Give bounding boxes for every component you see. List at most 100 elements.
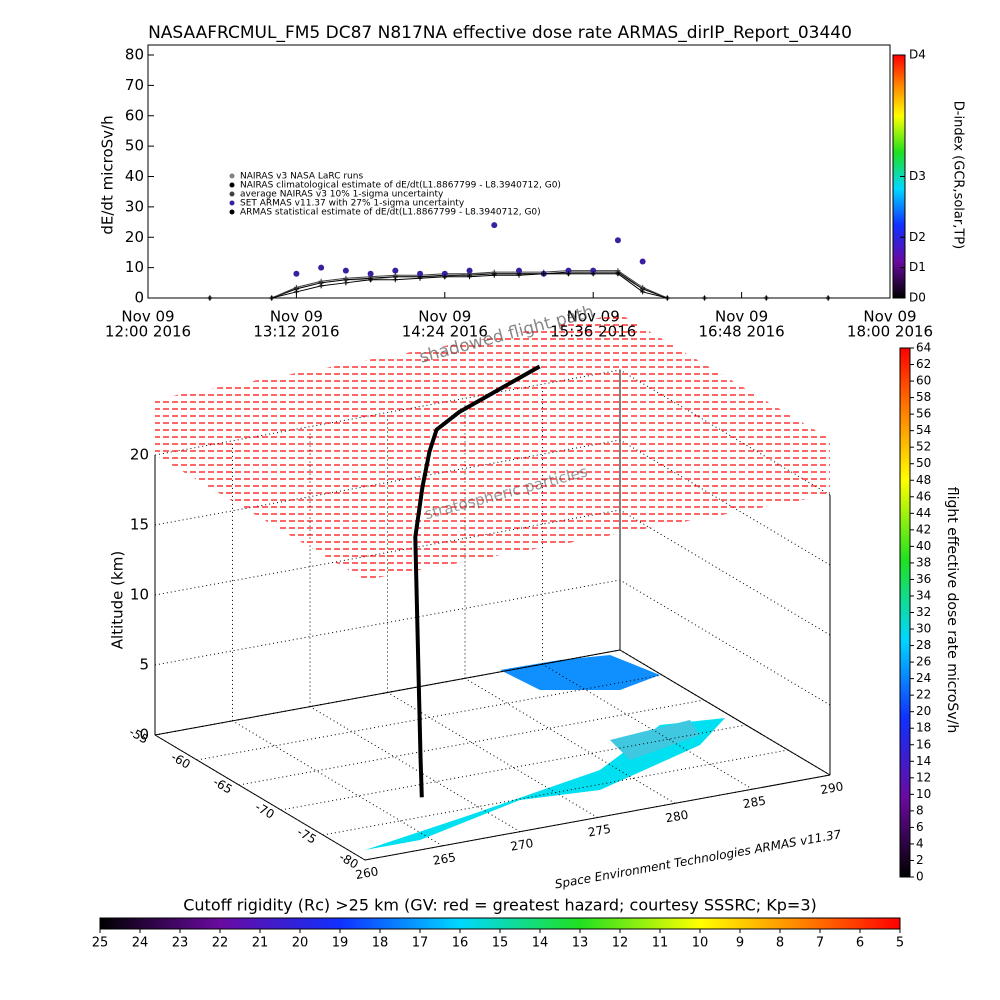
colorbar-tick-label: 11 — [652, 936, 669, 951]
colorbar-tick-label: 56 — [916, 407, 931, 421]
x-tick-label: Nov 09 — [270, 308, 323, 326]
colorbar-label: Cutoff rigidity (Rc) >25 km (GV: red = g… — [183, 896, 817, 915]
legend-marker — [229, 200, 235, 206]
x-tick-label: 265 — [432, 850, 457, 868]
colorbar-tick-label: 36 — [916, 572, 931, 586]
z-tick-label: 0 — [139, 726, 149, 744]
colorbar-tick-label: 20 — [292, 936, 309, 951]
colorbar-tick-label: 0 — [916, 870, 924, 884]
y-grid-line — [364, 774, 831, 861]
data-point — [342, 267, 349, 274]
radiation-patch — [500, 655, 660, 690]
y2-tick-label: D2 — [909, 230, 926, 244]
y-tick-label: 10 — [125, 258, 144, 276]
flight-3d-chart: 05101520260265270275280285290-55-60-65-7… — [109, 302, 845, 892]
z-grid-line — [154, 579, 831, 706]
y-tick-label: -60 — [169, 750, 193, 772]
colorbar-tick-label: 14 — [532, 936, 549, 951]
colorbar-tick-label: 60 — [916, 374, 931, 388]
colorbar-tick-label: 12 — [916, 770, 931, 784]
colorbar-tick-label: 22 — [916, 688, 931, 702]
flight-track — [413, 364, 541, 798]
colorbar-tick-label: 28 — [916, 638, 931, 652]
data-point — [466, 267, 473, 274]
colorbar-tick-label: 38 — [916, 555, 931, 569]
colorbar-tick-label: 6 — [856, 936, 864, 951]
colorbar-tick-label: 46 — [916, 489, 931, 503]
data-point — [565, 267, 572, 274]
colorbar-tick-label: 44 — [916, 506, 931, 520]
dose-colorbar: 0246810121416182022242628303234363840424… — [899, 341, 960, 884]
y-tick-label: 80 — [125, 46, 144, 64]
colorbar-tick-label: 21 — [252, 936, 269, 951]
x-tick-label: Nov 09 — [863, 308, 916, 326]
colorbar-label: flight effective dose rate microSv/h — [944, 487, 960, 733]
y-grid-line — [196, 674, 663, 761]
x-grid-line — [309, 706, 521, 833]
x-tick-label: 270 — [509, 836, 534, 854]
colorbar-tick-label: 22 — [212, 936, 229, 951]
colorbar-tick-label: 6 — [916, 820, 924, 834]
colorbar-tick-label: 62 — [916, 357, 931, 371]
colorbar — [99, 917, 901, 930]
data-point — [491, 222, 498, 229]
y-tick-label: 30 — [125, 197, 144, 215]
colorbar-tick-label: 8 — [776, 936, 784, 951]
colorbar-tick-label: 23 — [172, 936, 189, 951]
series-line — [209, 273, 829, 299]
colorbar-tick-label: 32 — [916, 605, 931, 619]
data-point — [639, 258, 646, 265]
colorbar-tick-label: 12 — [612, 936, 629, 951]
colorbar-tick-label: 52 — [916, 440, 931, 454]
colorbar — [899, 347, 911, 878]
colorbar-tick-label: 64 — [916, 341, 931, 355]
colorbar-tick-label: 50 — [916, 456, 931, 470]
legend-label: average NAIRAS v3 10% 1-sigma uncertaint… — [240, 190, 444, 200]
y-grid-line — [154, 649, 621, 736]
y-grid-line — [322, 749, 789, 836]
x-tick-label: 260 — [354, 864, 379, 882]
colorbar-tick-label: 18 — [916, 721, 931, 735]
y2-tick-label: D3 — [909, 169, 926, 183]
particle-field — [155, 314, 830, 580]
legend-label: ARMAS statistical estimate of dE/dt(L1.8… — [240, 208, 541, 218]
z-grid-line — [154, 649, 831, 776]
x-grid-line — [154, 734, 366, 861]
colorbar-tick-label: 10 — [692, 936, 709, 951]
legend-marker — [229, 191, 235, 197]
legend-label: SET ARMAS v11.37 with 27% 1-sigma uncert… — [240, 199, 465, 209]
y2-axis-label: D-index (GCR,solar,TP) — [951, 101, 966, 249]
y-grid-line — [280, 724, 747, 811]
x-tick-label: 14:24 2016 — [402, 323, 488, 341]
title: NASAAFRCMUL_FM5 DC87 N817NA effective do… — [148, 23, 852, 43]
colorbar-tick-label: 25 — [92, 936, 109, 951]
rigidity-colorbar: 25 24 23 22 21 20 19 18 17 16 15 14 13 12 11 10 9 8 7 6 5 Cut… — [92, 896, 904, 951]
colorbar-tick-label: 8 — [916, 803, 924, 817]
data-point — [614, 237, 621, 244]
colorbar-tick-label: 26 — [916, 655, 931, 669]
series-line — [209, 270, 829, 299]
x-tick-label: 13:12 2016 — [253, 323, 339, 341]
colorbar-tick-label: 42 — [916, 522, 931, 536]
data-point — [392, 267, 399, 274]
y-tick-label: 20 — [125, 228, 144, 246]
colorbar-tick-label: 5 — [896, 936, 904, 951]
y-tick-label: 60 — [125, 106, 144, 124]
colorbar-tick-label: 30 — [916, 622, 931, 636]
data-point — [516, 267, 522, 274]
data-point — [417, 270, 424, 277]
y-tick-label: 50 — [125, 137, 144, 155]
data-point — [367, 270, 374, 277]
y2-tick-label: D1 — [909, 260, 926, 274]
colorbar-tick-label: 13 — [572, 936, 589, 951]
x-tick-label: 12:00 2016 — [105, 323, 191, 341]
colorbar-tick-label: 18 — [372, 936, 389, 951]
x-tick-label: 285 — [742, 793, 767, 811]
data-point — [590, 267, 597, 274]
colorbar-tick-label: 58 — [916, 390, 931, 404]
y-tick-label: 70 — [125, 76, 144, 94]
x-grid-line — [619, 649, 831, 776]
colorbar-tick-label: 40 — [916, 539, 931, 553]
